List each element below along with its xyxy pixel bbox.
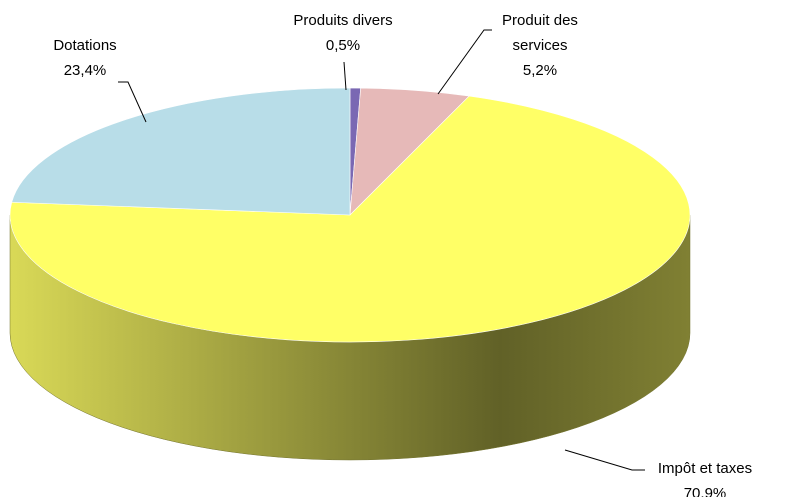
leader-line [564,449,645,471]
category-label: Dotations [53,37,117,54]
data-label: Produits divers 0,5% [283,8,403,58]
data-label: Impôt et taxes 70,9% [645,456,765,497]
percent-label: 70,9% [683,485,727,497]
slice [9,95,691,343]
percent-label: 23,4% [63,62,107,79]
leader-line [118,81,147,123]
slice [11,87,351,216]
leader-line [343,61,347,91]
data-label: Produit des services 5,2% [485,8,595,83]
category-label: Impôt et taxes [657,460,753,477]
data-label: Dotations 23,4% [25,33,145,83]
category-label: Produit des services [502,12,578,54]
leader-line [437,29,492,95]
category-label: Produits divers [293,12,393,29]
percent-label: 5,2% [522,62,558,79]
percent-label: 0,5% [325,37,361,54]
